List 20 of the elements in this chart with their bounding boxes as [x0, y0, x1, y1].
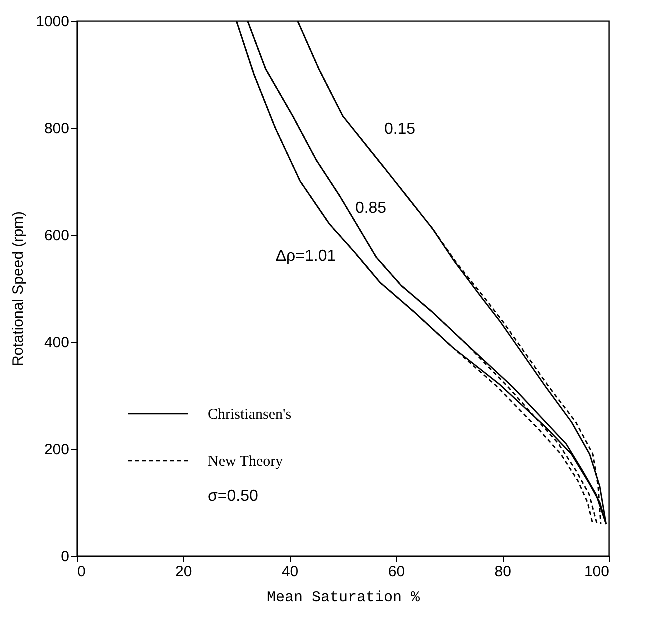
x-tick-label: 40 [282, 564, 299, 580]
annotation: 0.15 [384, 121, 416, 138]
legend-label: New Theory [208, 454, 284, 470]
y-tick-label: 0 [61, 548, 70, 566]
y-tick-label: 600 [44, 228, 70, 244]
y-axis-title: Rotational Speed (rpm) [10, 211, 28, 367]
x-tick-label: 0 [78, 564, 86, 580]
y-tick-label: 400 [44, 334, 70, 352]
y-tick-label: 1000 [36, 14, 70, 30]
x-axis-title: Mean Saturation % [266, 590, 422, 606]
annotation: Δρ=1.01 [276, 248, 336, 265]
y-tick-label: 800 [44, 120, 70, 138]
x-tick-label: 100 [584, 564, 610, 580]
annotation: σ=0.50 [208, 488, 258, 505]
y-tick-label: 200 [44, 442, 70, 458]
x-tick-label: 60 [388, 564, 406, 580]
x-tick-label: 20 [176, 564, 192, 580]
annotation: 0.85 [355, 200, 387, 217]
x-tick-label: 80 [494, 564, 512, 580]
legend-label: Christiansen's [208, 407, 292, 423]
